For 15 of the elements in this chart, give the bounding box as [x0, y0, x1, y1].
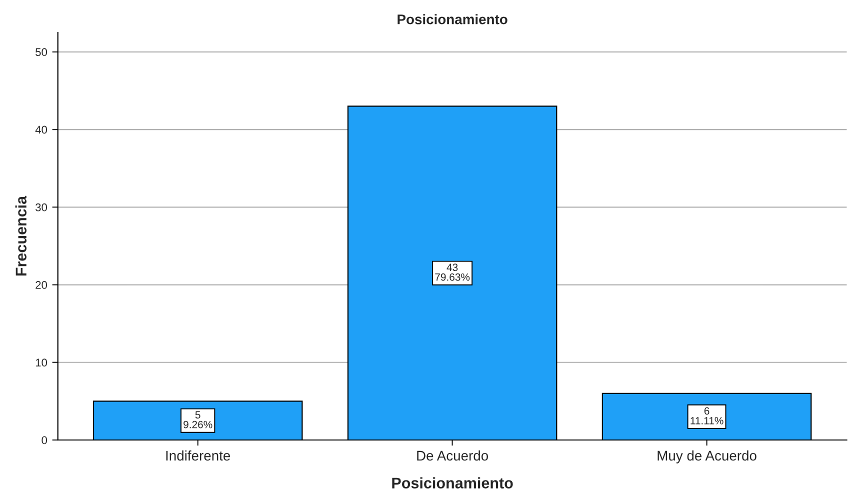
y-tick-label: 50: [36, 48, 48, 56]
y-tick-label: 20: [36, 281, 48, 289]
x-axis-title: Posicionamiento: [392, 477, 513, 488]
y-tick-label: 40: [35, 126, 48, 134]
y-tick-label: 30: [36, 203, 48, 212]
y-tick-label: 0: [42, 436, 48, 444]
x-tick-label: Muy de Acuerdo: [658, 450, 756, 464]
y-tick-label: 10: [36, 358, 48, 367]
data-label: 43 79.63%: [435, 264, 470, 281]
data-label: 6 11.11%: [690, 407, 724, 424]
x-tick-label: Indiferente: [166, 450, 230, 461]
x-tick-label: De Acuerdo: [417, 450, 488, 461]
y-axis-title: Frecuencia: [15, 196, 27, 276]
chart-title: Posicionamiento: [398, 14, 508, 24]
data-label: 5 9.26%: [184, 411, 212, 428]
